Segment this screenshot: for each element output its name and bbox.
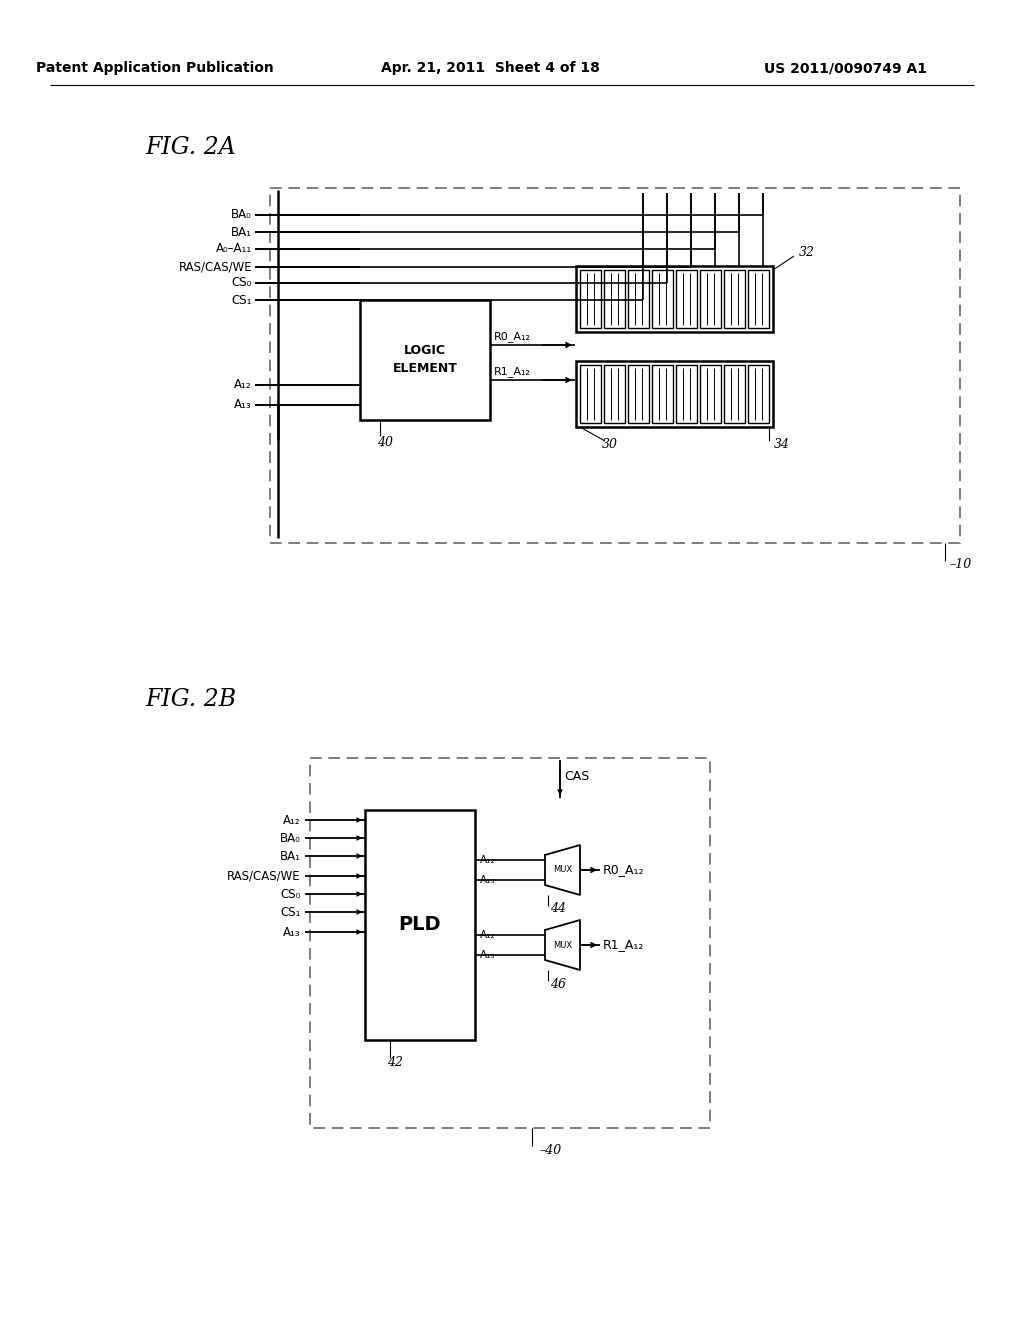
Bar <box>580 366 601 422</box>
Text: A₁₃: A₁₃ <box>480 875 496 884</box>
Text: BA₀: BA₀ <box>231 209 252 222</box>
Bar <box>652 366 673 422</box>
Bar <box>604 366 625 422</box>
Bar <box>628 366 649 422</box>
Text: A₁₃: A₁₃ <box>234 399 252 412</box>
Bar <box>676 366 697 422</box>
Bar <box>652 271 673 327</box>
Bar <box>700 271 721 327</box>
Text: ELEMENT: ELEMENT <box>392 363 458 375</box>
Text: CS₀: CS₀ <box>281 887 301 900</box>
Bar <box>676 271 697 327</box>
Text: 34: 34 <box>774 438 790 451</box>
Text: BA₁: BA₁ <box>280 850 301 862</box>
Text: A₁₃: A₁₃ <box>480 950 496 960</box>
Text: A₁₃: A₁₃ <box>284 925 301 939</box>
Text: R1_A₁₂: R1_A₁₂ <box>494 367 531 378</box>
Text: BA₁: BA₁ <box>231 226 252 239</box>
Text: R0_A₁₂: R0_A₁₂ <box>494 331 531 342</box>
Text: A₁₂: A₁₂ <box>480 931 496 940</box>
Text: A₁₂: A₁₂ <box>284 813 301 826</box>
Text: 46: 46 <box>550 978 566 990</box>
Text: R0_A₁₂: R0_A₁₂ <box>603 863 644 876</box>
Text: A₀–A₁₁: A₀–A₁₁ <box>216 243 252 256</box>
Bar <box>724 366 745 422</box>
Text: CS₀: CS₀ <box>231 276 252 289</box>
Text: –10: –10 <box>950 558 972 572</box>
Text: Patent Application Publication: Patent Application Publication <box>36 61 273 75</box>
Text: US 2011/0090749 A1: US 2011/0090749 A1 <box>764 61 927 75</box>
Text: 40: 40 <box>377 436 393 449</box>
Bar <box>360 300 490 420</box>
Bar <box>575 267 773 333</box>
Text: –40: –40 <box>540 1143 562 1156</box>
Bar <box>580 271 601 327</box>
Text: RAS/CAS/WE: RAS/CAS/WE <box>178 260 252 273</box>
Text: MUX: MUX <box>553 940 572 949</box>
Bar <box>604 271 625 327</box>
Text: LOGIC: LOGIC <box>404 345 446 358</box>
Text: MUX: MUX <box>553 866 572 874</box>
Text: R1_A₁₂: R1_A₁₂ <box>603 939 644 952</box>
Text: CAS: CAS <box>564 770 589 783</box>
Text: A₁₂: A₁₂ <box>480 855 496 865</box>
Text: 44: 44 <box>550 903 566 916</box>
Bar <box>700 366 721 422</box>
Bar <box>748 366 769 422</box>
Text: BA₀: BA₀ <box>281 832 301 845</box>
Bar <box>270 187 961 543</box>
Bar <box>748 271 769 327</box>
Text: CS₁: CS₁ <box>231 293 252 306</box>
Text: A₁₂: A₁₂ <box>234 379 252 392</box>
Text: Apr. 21, 2011  Sheet 4 of 18: Apr. 21, 2011 Sheet 4 of 18 <box>381 61 599 75</box>
Bar <box>365 810 475 1040</box>
Text: PLD: PLD <box>398 916 441 935</box>
Text: 32: 32 <box>799 246 815 259</box>
Bar <box>310 758 710 1129</box>
Text: FIG. 2B: FIG. 2B <box>145 689 237 711</box>
Bar <box>724 271 745 327</box>
Text: CS₁: CS₁ <box>281 906 301 919</box>
Text: 42: 42 <box>387 1056 403 1068</box>
Text: 30: 30 <box>602 438 618 451</box>
Text: FIG. 2A: FIG. 2A <box>145 136 236 160</box>
Bar <box>575 360 773 426</box>
Bar <box>628 271 649 327</box>
Text: RAS/CAS/WE: RAS/CAS/WE <box>227 870 301 883</box>
